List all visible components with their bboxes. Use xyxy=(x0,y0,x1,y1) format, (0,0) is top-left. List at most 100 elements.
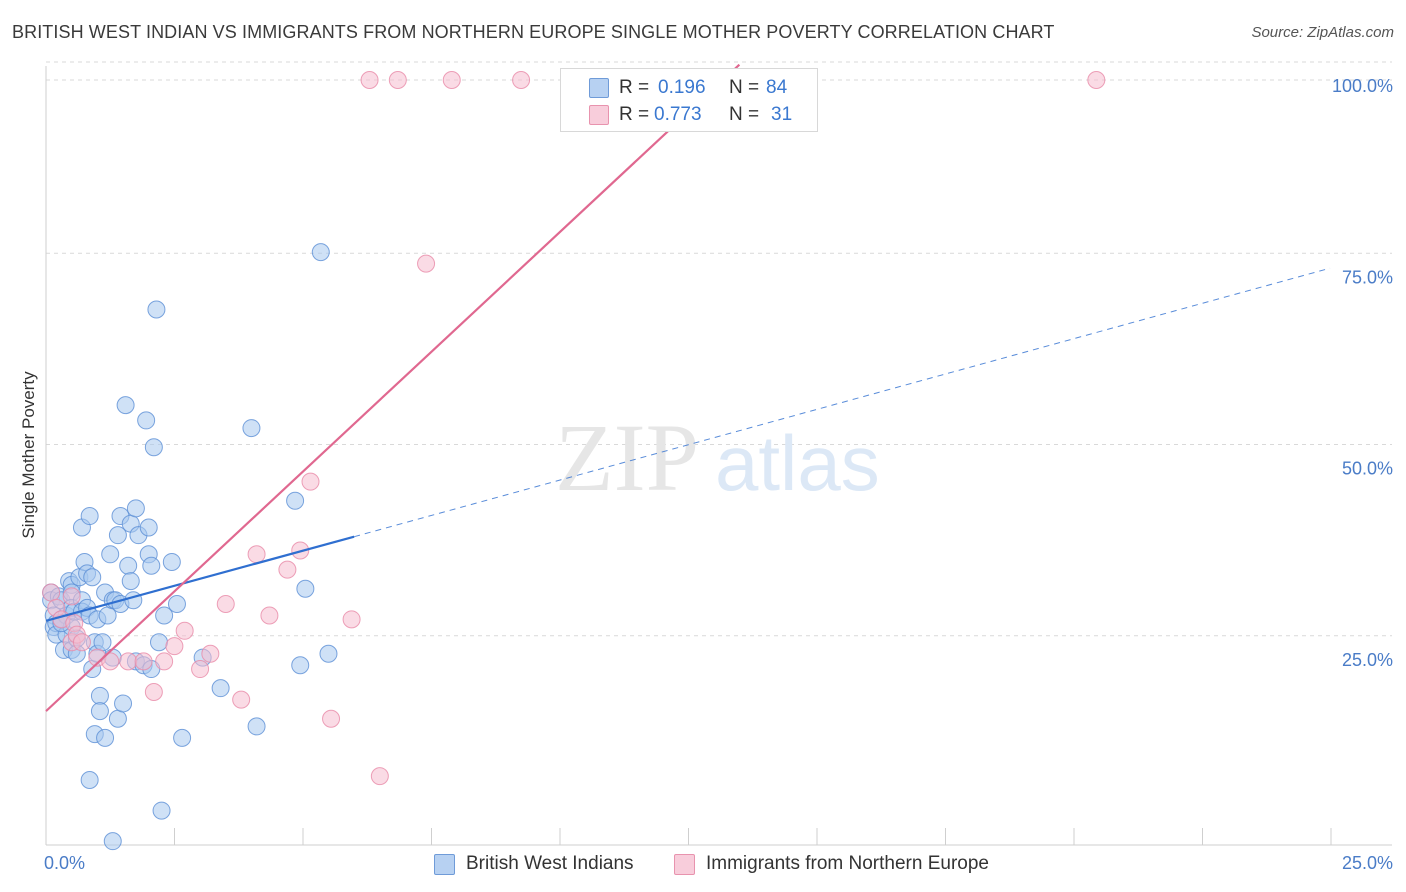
legend-n-label: N = xyxy=(729,104,760,125)
point-blue xyxy=(247,717,266,736)
legend-r-value: 0.773 xyxy=(654,104,702,125)
legend-swatch-blue xyxy=(434,854,455,875)
y-tick-label: 25.0% xyxy=(1342,650,1393,670)
point-pink xyxy=(247,545,266,564)
y-tick-label: 100.0% xyxy=(1332,76,1393,96)
watermark-zip: ZIP xyxy=(555,404,699,511)
y-tick-label: 50.0% xyxy=(1342,459,1393,479)
stats-legend: R = 0.196 N = 84 R = 0.773 N = 31 xyxy=(560,68,818,132)
trend-line-pink xyxy=(45,63,741,712)
source-credit: Source: ZipAtlas.com xyxy=(1251,24,1394,41)
point-pink xyxy=(165,637,184,656)
point-pink xyxy=(42,583,61,602)
point-pink xyxy=(360,71,379,89)
point-blue xyxy=(155,606,174,625)
point-blue xyxy=(114,694,133,713)
point-pink xyxy=(191,660,210,679)
point-pink xyxy=(512,71,531,89)
point-pink xyxy=(322,709,341,728)
point-blue xyxy=(90,702,109,721)
point-pink xyxy=(216,595,235,614)
point-pink xyxy=(388,71,407,89)
legend-label: Immigrants from Northern Europe xyxy=(706,853,989,874)
point-blue xyxy=(101,545,120,564)
legend-n-value: 31 xyxy=(771,104,793,125)
trend-line-blue xyxy=(45,535,355,622)
x-tick-label: 25.0% xyxy=(1342,853,1393,873)
legend-row-blue: R = 0.196 N = 84 xyxy=(561,74,817,100)
legend-label: British West Indians xyxy=(466,853,634,874)
point-pink xyxy=(260,606,279,625)
gridlines xyxy=(46,61,1392,637)
trend-line-blue-projection xyxy=(354,267,1331,538)
point-blue xyxy=(83,568,102,587)
series-legend: British West Indians Immigrants from Nor… xyxy=(0,852,1406,878)
point-blue xyxy=(286,491,305,510)
point-blue xyxy=(167,595,186,614)
point-blue xyxy=(108,526,127,545)
point-pink xyxy=(342,610,361,629)
y-tick-label: 75.0% xyxy=(1342,267,1393,287)
legend-n-value: 84 xyxy=(766,77,788,98)
point-blue xyxy=(296,579,315,598)
series-immigrants-northern-europe xyxy=(42,71,1106,786)
watermark-atlas: atlas xyxy=(715,419,880,507)
watermark: ZIP atlas xyxy=(555,404,880,511)
point-blue xyxy=(90,686,109,705)
point-blue xyxy=(137,411,156,430)
point-pink xyxy=(278,560,297,579)
point-pink xyxy=(144,683,163,701)
point-blue xyxy=(147,300,166,319)
trend-lines xyxy=(45,63,1331,712)
point-blue xyxy=(211,679,230,698)
point-pink xyxy=(119,652,138,671)
point-blue xyxy=(116,396,135,415)
legend-r-label: R = xyxy=(619,77,650,98)
point-pink xyxy=(101,652,120,671)
point-blue xyxy=(311,243,330,262)
point-blue xyxy=(80,507,99,526)
point-blue xyxy=(126,499,145,518)
point-blue xyxy=(121,572,140,591)
legend-row-pink: R = 0.773 N = 31 xyxy=(561,101,817,127)
point-pink xyxy=(72,633,91,652)
point-pink xyxy=(370,767,389,786)
point-pink xyxy=(134,652,153,671)
point-blue xyxy=(139,518,158,537)
axes xyxy=(45,66,1392,846)
point-pink xyxy=(1087,71,1106,89)
tick-labels: 25.0% 50.0% 75.0% 100.0% 0.0% 25.0% xyxy=(44,76,1393,873)
legend-r-value: 0.196 xyxy=(658,77,706,98)
point-blue xyxy=(319,644,338,663)
point-blue xyxy=(162,552,181,571)
point-blue xyxy=(119,556,138,575)
point-blue xyxy=(291,656,310,675)
point-blue xyxy=(103,832,122,851)
legend-swatch-pink xyxy=(589,105,609,125)
point-blue xyxy=(173,728,192,747)
point-blue xyxy=(142,556,161,575)
point-blue xyxy=(152,801,171,820)
point-blue xyxy=(80,770,99,789)
point-pink xyxy=(301,472,320,491)
y-axis-label: Single Mother Poverty xyxy=(19,371,38,539)
point-pink xyxy=(442,71,461,89)
point-blue xyxy=(96,728,115,747)
legend-swatch-blue xyxy=(589,78,609,98)
point-pink xyxy=(62,587,81,606)
chart-title: BRITISH WEST INDIAN VS IMMIGRANTS FROM N… xyxy=(12,22,1055,42)
point-pink xyxy=(155,652,174,671)
legend-r-label: R = xyxy=(619,104,650,125)
point-blue xyxy=(149,633,168,652)
point-blue xyxy=(144,438,163,457)
point-pink xyxy=(417,254,436,273)
point-blue xyxy=(108,709,127,728)
legend-swatch-pink xyxy=(674,854,695,875)
point-blue xyxy=(93,633,112,652)
legend-n-label: N = xyxy=(729,77,760,98)
point-pink xyxy=(201,644,220,663)
point-pink xyxy=(232,690,251,709)
point-pink xyxy=(175,621,194,640)
x-tick-label: 0.0% xyxy=(44,853,85,873)
